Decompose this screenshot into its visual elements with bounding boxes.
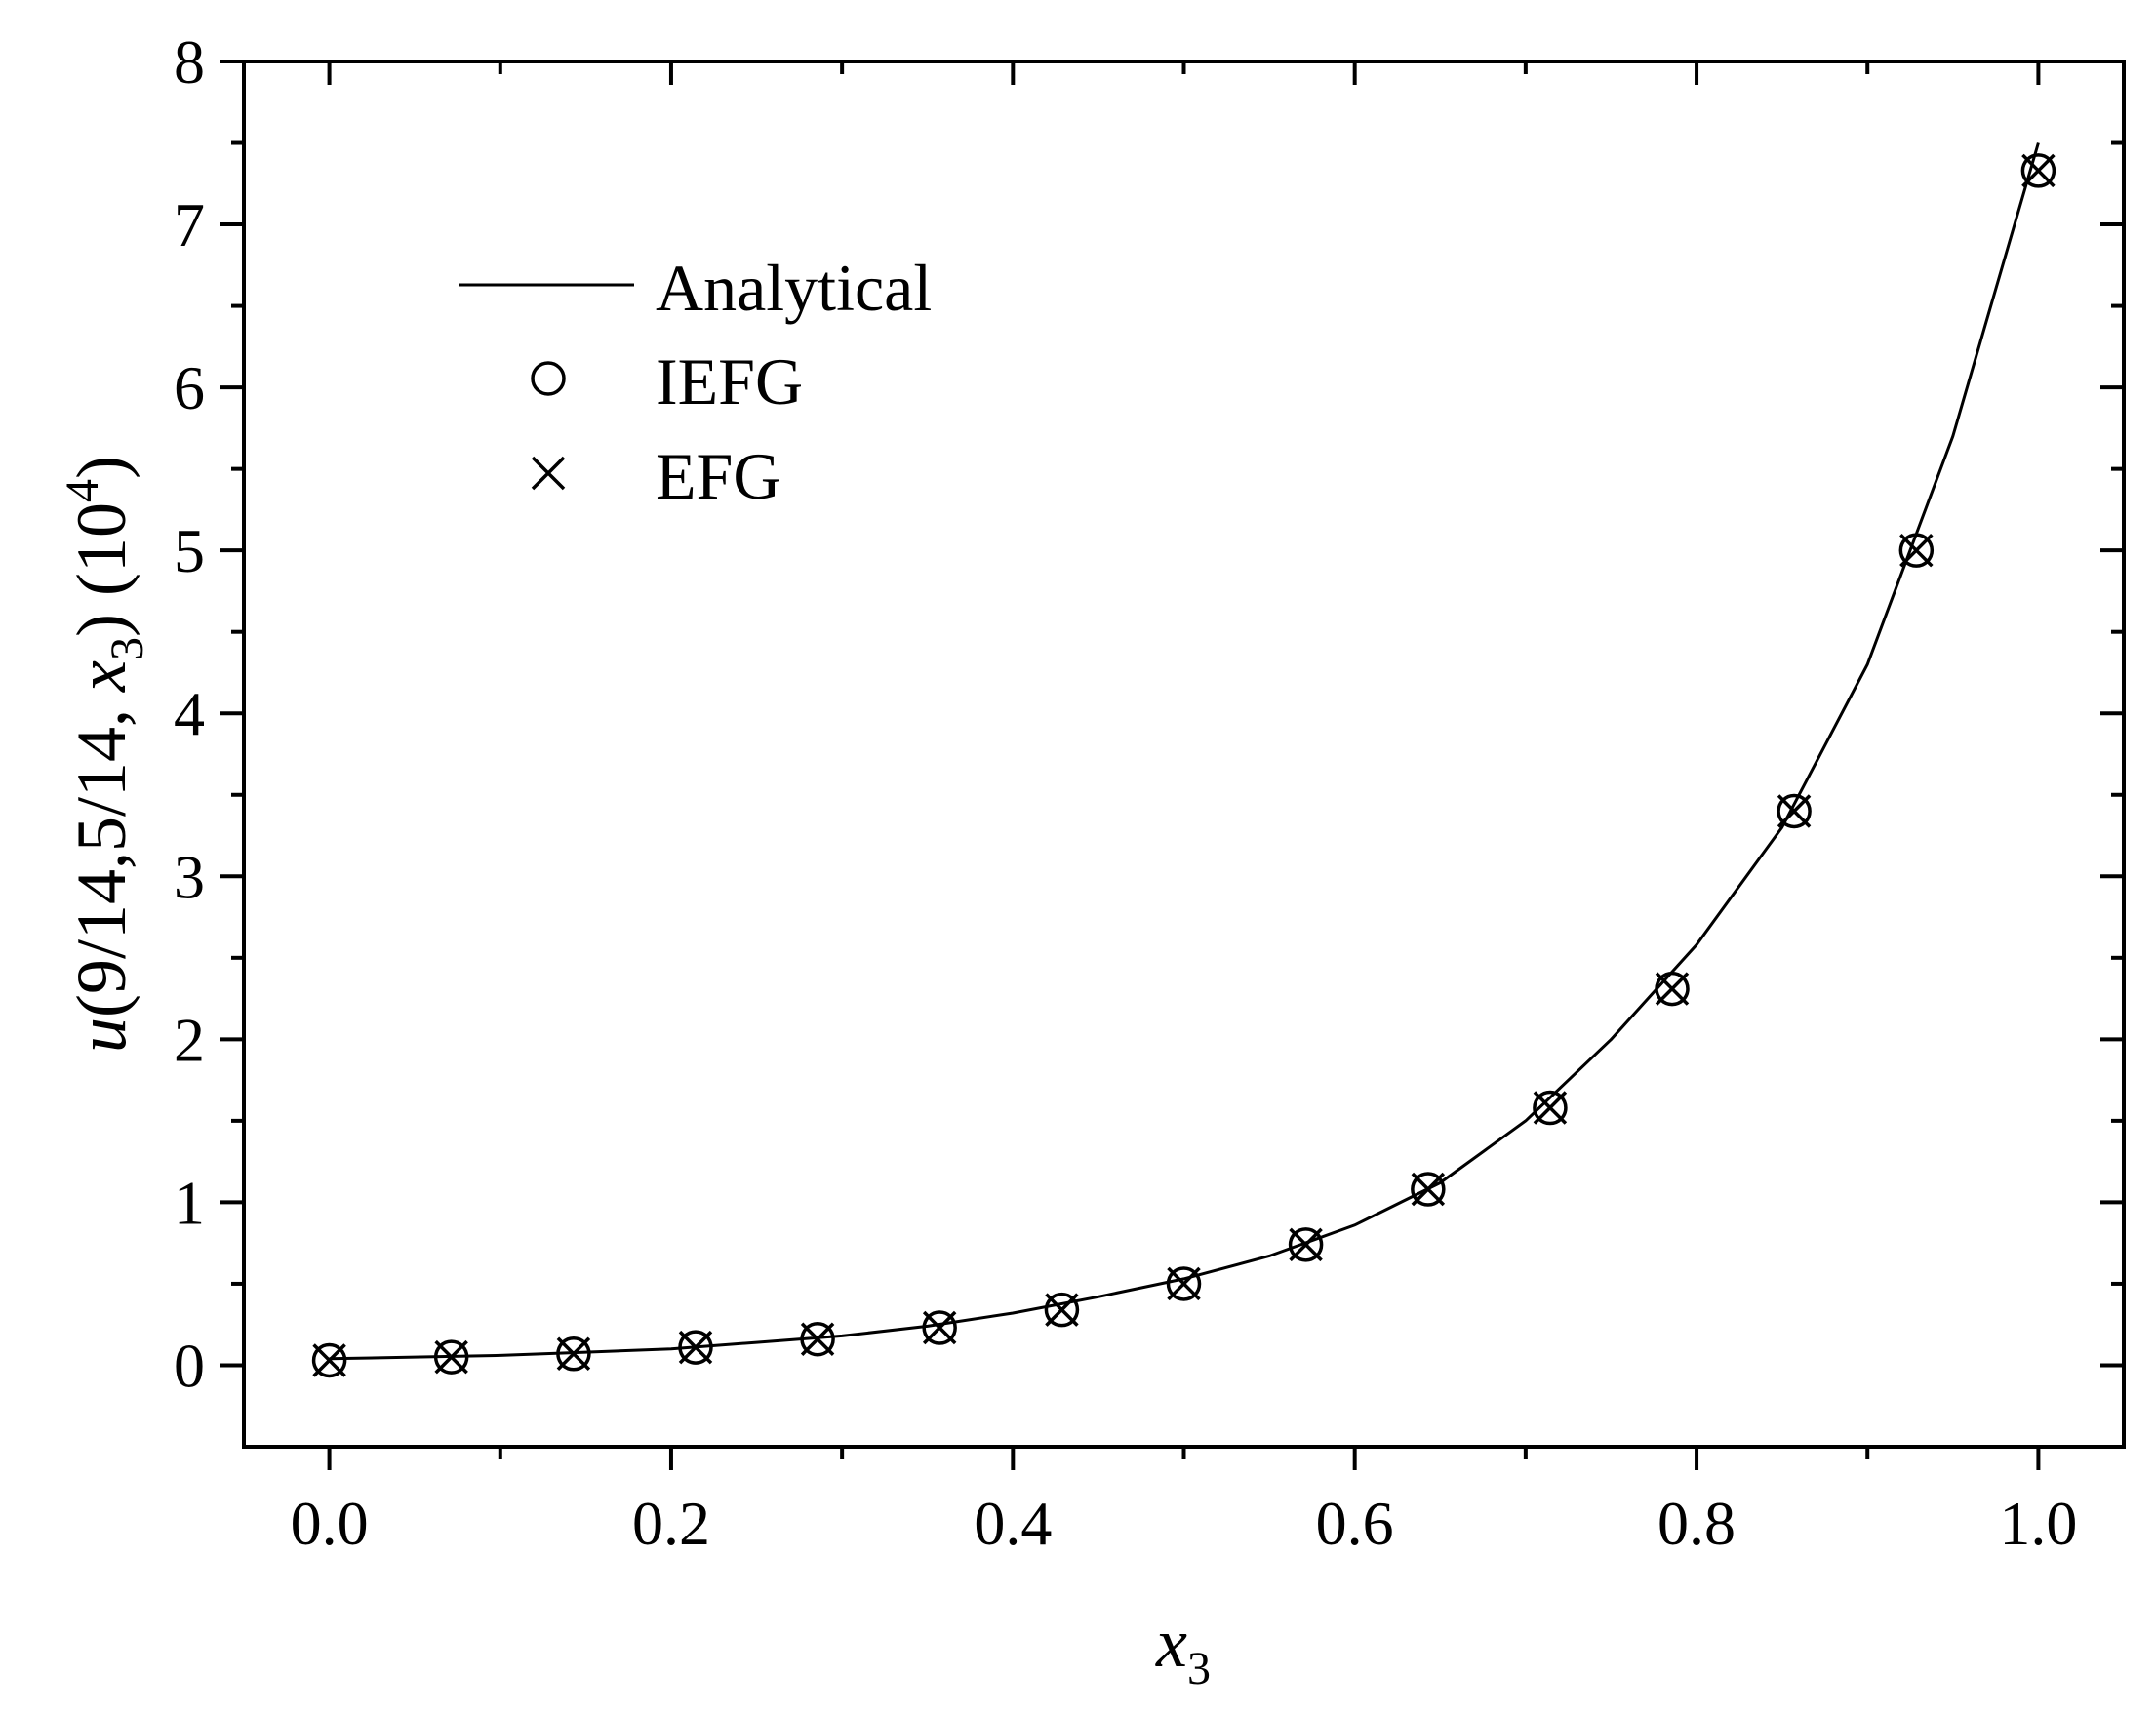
x-axis-title-main: x [1155, 1604, 1187, 1682]
x-axis-title-sub: 3 [1187, 1643, 1211, 1695]
point-iefg [1044, 1292, 1080, 1328]
y-tick-label: 3 [174, 842, 205, 911]
point-efg [556, 1336, 591, 1372]
series-line-analytical [329, 142, 2040, 1361]
point-iefg [1166, 1266, 1202, 1301]
x-tick-label: 0.8 [1657, 1489, 1736, 1558]
y-axis-title-end: ) [62, 456, 140, 479]
y-tick-label: 1 [174, 1168, 205, 1237]
y-axis-title-exp: 4 [57, 479, 108, 502]
point-efg [434, 1339, 468, 1375]
point-efg [1655, 972, 1690, 1006]
point-iefg [1533, 1090, 1568, 1126]
y-axis-title-args: (9/14,5/14, [62, 692, 140, 1017]
legend: Analytical IEFG EFG [459, 251, 932, 513]
y-axis-title-prefix: u [62, 1017, 140, 1053]
y-tick-label: 5 [174, 516, 205, 585]
y-tick-label: 6 [174, 353, 205, 422]
point-iefg [433, 1339, 469, 1375]
y-axis-title: u(9/14,5/14, x3) (104) [57, 456, 153, 1053]
series-layer [311, 142, 2056, 1378]
legend-marker-efg [531, 456, 566, 491]
point-iefg [678, 1330, 713, 1365]
x-tick-label: 0.4 [974, 1489, 1052, 1558]
point-efg [1777, 794, 1812, 828]
point-iefg [556, 1336, 591, 1372]
plot-frame [242, 60, 2126, 1449]
point-efg [1167, 1266, 1201, 1301]
point-efg [312, 1343, 346, 1377]
point-efg [800, 1322, 835, 1356]
x-tick-label: 0.6 [1316, 1489, 1394, 1558]
y-tick-label: 8 [174, 27, 205, 97]
y-axis-title-close: ) (10 [62, 502, 140, 637]
legend-label-analytical: Analytical [656, 251, 932, 325]
y-tick-label: 7 [174, 190, 205, 259]
point-efg [922, 1310, 957, 1345]
point-iefg [2020, 153, 2056, 188]
axis-ticks [220, 60, 2124, 1470]
point-efg [678, 1330, 713, 1365]
point-iefg [1898, 533, 1935, 568]
point-iefg [1411, 1172, 1446, 1207]
legend-label-efg: EFG [656, 439, 780, 513]
y-axis-title-sub: 3 [101, 637, 153, 660]
y-tick-label: 4 [174, 679, 205, 748]
point-iefg [800, 1321, 835, 1357]
point-iefg [1288, 1227, 1324, 1262]
y-tick-label: 0 [174, 1331, 205, 1400]
x-tick-label: 0.0 [291, 1489, 369, 1558]
point-iefg [1655, 971, 1690, 1007]
point-efg [1533, 1091, 1568, 1125]
tick-labels: 0.0 0.2 0.4 0.6 0.8 1.0 0 1 2 3 4 5 6 7 8 [174, 27, 2077, 1558]
legend-label-iefg: IEFG [656, 344, 803, 419]
point-efg [1899, 533, 1934, 568]
x-tick-label: 1.0 [1999, 1489, 2077, 1558]
y-tick-label: 2 [174, 1005, 205, 1074]
point-iefg [922, 1310, 957, 1345]
y-axis-title-var: x [62, 660, 140, 693]
point-efg [1289, 1227, 1323, 1262]
point-efg [2021, 153, 2056, 188]
point-efg [1411, 1172, 1446, 1207]
x-axis-title: x3 [1155, 1604, 1211, 1695]
point-iefg [1777, 793, 1812, 829]
legend-marker-iefg [531, 361, 566, 396]
point-efg [1045, 1293, 1079, 1327]
point-iefg [311, 1342, 347, 1378]
x-tick-label: 0.2 [632, 1489, 710, 1558]
